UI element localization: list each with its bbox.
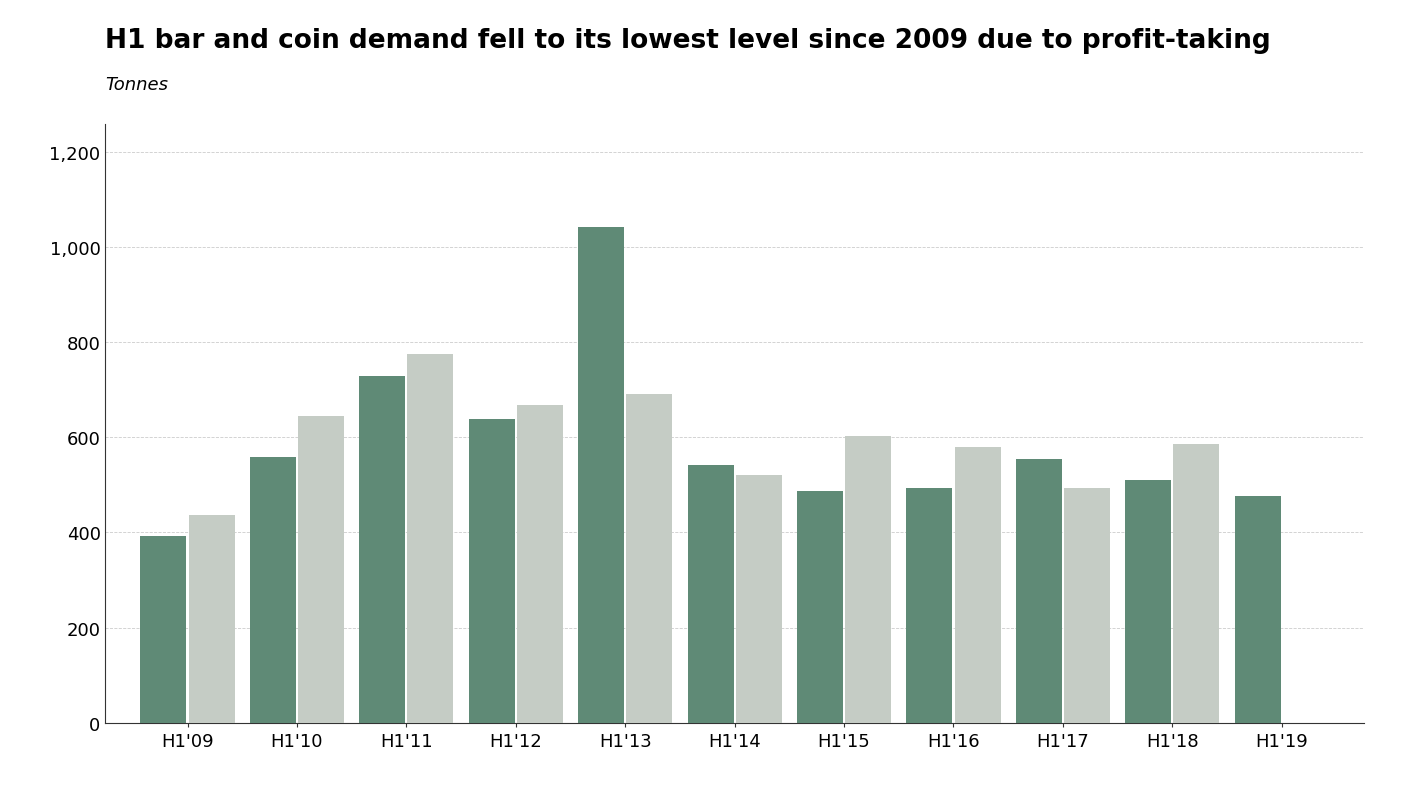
Bar [141,536,187,723]
Bar [845,436,891,723]
Bar [688,466,734,723]
Bar [517,405,562,723]
Bar [250,457,295,723]
Bar [626,394,672,723]
Bar [797,491,844,723]
Bar [298,417,344,723]
Bar [1234,496,1281,723]
Text: Tonnes: Tonnes [105,76,169,94]
Bar [468,420,515,723]
Bar [955,447,1001,723]
Bar [1125,480,1171,723]
Text: H1 bar and coin demand fell to its lowest level since 2009 due to profit-taking: H1 bar and coin demand fell to its lowes… [105,28,1271,54]
Bar [1017,459,1062,723]
Bar [188,516,235,723]
Bar [360,376,405,723]
Bar [735,475,782,723]
Bar [408,355,453,723]
Bar [578,228,624,723]
Bar [1174,444,1219,723]
Bar [1064,489,1109,723]
Bar [907,488,952,723]
